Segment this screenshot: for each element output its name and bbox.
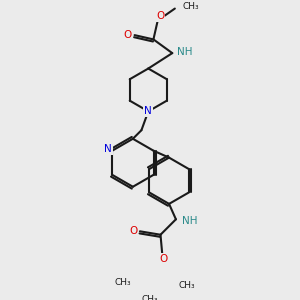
Text: O: O [156,11,164,21]
Text: CH₃: CH₃ [141,295,158,300]
Text: CH₃: CH₃ [183,2,199,11]
Text: CH₃: CH₃ [178,281,195,290]
Text: O: O [160,254,168,264]
Text: N: N [104,144,112,154]
Text: NH: NH [182,216,197,226]
Text: O: O [129,226,137,236]
Text: NH: NH [177,47,192,57]
Text: O: O [124,30,132,40]
Text: CH₃: CH₃ [115,278,131,287]
Text: N: N [144,106,152,116]
